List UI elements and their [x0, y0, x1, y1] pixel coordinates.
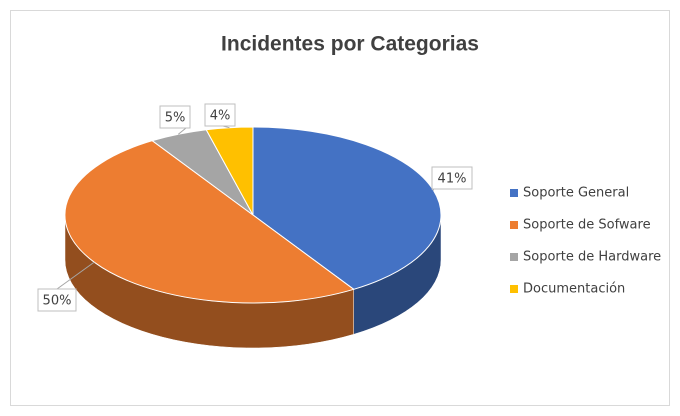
data-label: 41%	[438, 172, 467, 187]
legend-label: Documentación	[523, 282, 625, 297]
legend-swatch	[510, 253, 518, 261]
legend-swatch	[510, 189, 518, 197]
legend-label: Soporte de Hardware	[523, 250, 661, 265]
data-label: 50%	[43, 294, 72, 309]
data-label: 5%	[165, 111, 186, 126]
label-box	[37, 288, 77, 312]
chart-title: Incidentes por Categorias	[221, 33, 479, 56]
label-box	[204, 103, 236, 127]
data-label: 4%	[210, 109, 231, 124]
slice	[252, 126, 442, 290]
label-box	[159, 105, 191, 129]
legend-label: Soporte de Sofware	[523, 218, 651, 233]
legend-swatch	[510, 221, 518, 229]
leader-line	[178, 127, 187, 135]
legend-label: Soporte General	[523, 186, 629, 201]
legend-swatch	[510, 285, 518, 293]
slice	[205, 126, 254, 216]
leader-line	[56, 261, 95, 290]
label-box	[431, 166, 473, 190]
